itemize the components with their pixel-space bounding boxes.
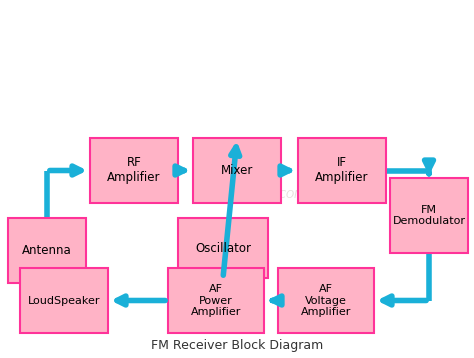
Text: Antenna: Antenna (22, 244, 72, 257)
Text: WWW.ETechnoG.COM: WWW.ETechnoG.COM (191, 190, 303, 200)
Text: AF
Voltage
Amplifier: AF Voltage Amplifier (301, 284, 351, 317)
Text: Mixer: Mixer (221, 164, 253, 177)
Text: Oscillator: Oscillator (195, 242, 251, 255)
Text: AF
Power
Amplifier: AF Power Amplifier (191, 284, 241, 317)
FancyBboxPatch shape (90, 138, 178, 203)
Text: RF
Amplifier: RF Amplifier (107, 156, 161, 184)
Text: FM Receiver Block Diagram: FM Receiver Block Diagram (151, 339, 323, 352)
FancyBboxPatch shape (178, 218, 268, 278)
FancyBboxPatch shape (390, 178, 468, 253)
Text: LoudSpeaker: LoudSpeaker (28, 295, 100, 305)
FancyBboxPatch shape (20, 268, 108, 333)
FancyBboxPatch shape (193, 138, 281, 203)
Text: FM
Demodulator: FM Demodulator (392, 205, 465, 226)
FancyBboxPatch shape (298, 138, 386, 203)
Text: IF
Amplifier: IF Amplifier (315, 156, 369, 184)
FancyBboxPatch shape (168, 268, 264, 333)
FancyBboxPatch shape (278, 268, 374, 333)
FancyBboxPatch shape (8, 218, 86, 283)
